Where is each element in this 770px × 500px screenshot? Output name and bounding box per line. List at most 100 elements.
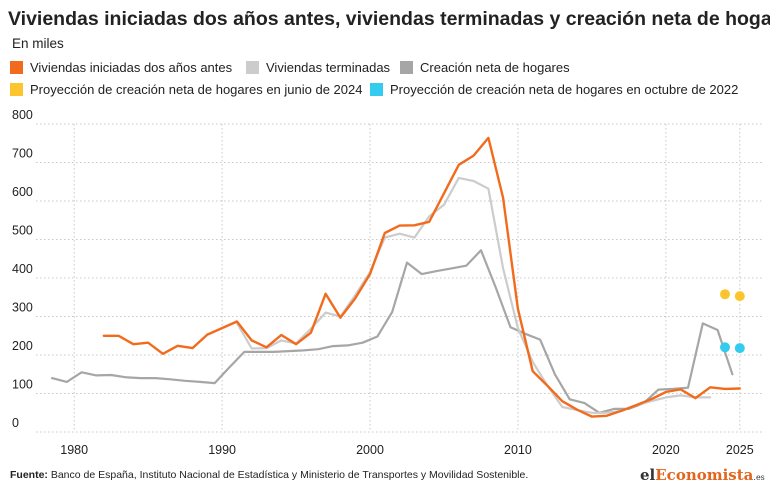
y-tick-label-700: 700 — [12, 147, 33, 161]
point-iniciadas-2023 — [709, 386, 711, 388]
point-terminadas-2009 — [502, 267, 504, 269]
point-iniciadas-1994 — [280, 334, 282, 336]
point-terminadas-1994 — [280, 339, 282, 341]
point-terminadas-2007 — [472, 180, 474, 182]
point-iniciadas-2006 — [458, 164, 460, 166]
source-text: Banco de España, Instituto Nacional de E… — [47, 469, 529, 481]
point-iniciadas-2005 — [443, 192, 445, 194]
point-iniciadas-2000 — [369, 273, 371, 275]
point-iniciadas-2003 — [413, 224, 415, 226]
point-hogares-1992.5 — [258, 351, 260, 353]
point-hogares-2023.5 — [716, 329, 718, 331]
point-hogares-1996.5 — [317, 348, 319, 350]
point-hogares-2002.5 — [406, 261, 408, 263]
point-hogares-2019.5 — [657, 388, 659, 390]
series-hogares — [50, 249, 734, 414]
point-iniciadas-2020 — [665, 391, 667, 393]
point-iniciadas-2012 — [546, 385, 548, 387]
legend-swatch-iniciadas — [10, 60, 23, 74]
point-iniciadas-1999 — [354, 297, 356, 299]
point-hogares-2005.5 — [450, 267, 452, 269]
point-hogares-2007.5 — [480, 249, 482, 251]
point-hogares-1978.5 — [51, 377, 53, 379]
dot-proy2024-2024 — [720, 289, 730, 300]
point-iniciadas-2019 — [650, 398, 652, 400]
point-iniciadas-1985 — [147, 342, 149, 344]
point-iniciadas-2017 — [620, 410, 622, 412]
point-hogares-1987.5 — [184, 380, 186, 382]
chart-title: Viviendas iniciadas dos años antes, vivi… — [8, 8, 770, 30]
point-iniciadas-2022 — [694, 397, 696, 399]
grid — [36, 123, 762, 433]
point-hogares-2004.5 — [435, 270, 437, 272]
y-tick-label-500: 500 — [12, 224, 33, 238]
y-axis: 0 100 200 300 400 500 600 700 800 — [12, 108, 33, 430]
y-tick-label-300: 300 — [12, 301, 33, 315]
dot-proy2022-2024 — [720, 342, 730, 353]
point-iniciadas-2004 — [428, 221, 430, 223]
point-iniciadas-2009 — [502, 197, 504, 199]
point-terminadas-1997 — [324, 311, 326, 313]
point-iniciadas-2011 — [532, 370, 534, 372]
legend-label-terminadas: Viviendas terminadas — [266, 59, 391, 75]
point-hogares-1997.5 — [332, 345, 334, 347]
point-hogares-1999.5 — [361, 342, 363, 344]
dot-proy2024-2025 — [734, 291, 745, 302]
source-note: Fuente: Banco de España, Instituto Nacio… — [10, 469, 528, 481]
point-hogares-1980.5 — [80, 371, 82, 373]
y-tick-label-200: 200 — [12, 339, 33, 353]
series-proy2022 — [720, 342, 745, 354]
x-tick-label-1990: 1990 — [208, 443, 236, 457]
point-iniciadas-1995 — [295, 343, 297, 345]
point-iniciadas-1989 — [206, 333, 208, 335]
x-tick-label-2000: 2000 — [356, 443, 384, 457]
point-iniciadas-1996 — [310, 332, 312, 334]
point-terminadas-2008 — [487, 188, 489, 190]
point-terminadas-2016 — [606, 412, 608, 414]
x-tick-label-2020: 2020 — [652, 443, 680, 457]
point-hogares-1984.5 — [140, 377, 142, 379]
point-hogares-2012.5 — [554, 373, 556, 375]
point-hogares-2013.5 — [569, 398, 571, 400]
point-iniciadas-2014 — [576, 409, 578, 411]
line-iniciadas — [102, 136, 741, 418]
point-iniciadas-2010 — [517, 308, 519, 310]
point-iniciadas-2001 — [384, 232, 386, 234]
legend-swatch-hogares — [400, 60, 413, 74]
line-hogares — [50, 249, 734, 414]
legend-label-proy2022: Proyección de creación neta de hogares e… — [390, 81, 739, 97]
brand-part3: .es — [753, 473, 765, 482]
point-terminadas-2003 — [413, 236, 415, 238]
point-iniciadas-2013 — [561, 400, 563, 402]
brand-part1: el — [640, 466, 656, 484]
legend-swatch-proy2022 — [370, 82, 383, 96]
point-terminadas-2002 — [398, 233, 400, 235]
point-hogares-1998.5 — [347, 344, 349, 346]
point-hogares-1993.5 — [273, 351, 275, 353]
point-hogares-2021.5 — [687, 387, 689, 389]
point-terminadas-2004 — [428, 215, 430, 217]
point-iniciadas-2008 — [487, 137, 489, 139]
point-hogares-2001.5 — [391, 311, 393, 313]
chart-subtitle: En miles — [12, 36, 64, 51]
point-iniciadas-1984 — [132, 343, 134, 345]
point-iniciadas-1986 — [162, 353, 164, 355]
point-iniciadas-2024 — [724, 388, 726, 390]
point-hogares-2014.5 — [583, 402, 585, 404]
point-hogares-1995.5 — [302, 349, 304, 351]
point-terminadas-2005 — [443, 204, 445, 206]
point-hogares-1989.5 — [214, 382, 216, 384]
point-terminadas-2010 — [517, 327, 519, 329]
x-tick-label-2025: 2025 — [726, 443, 754, 457]
legend-label-iniciadas: Viviendas iniciadas dos años antes — [30, 59, 233, 75]
y-tick-label-800: 800 — [12, 108, 33, 122]
point-hogares-1985.5 — [154, 377, 156, 379]
series-proy2024 — [720, 289, 745, 302]
brand-part2: Economista — [655, 466, 754, 484]
y-tick-label-100: 100 — [12, 378, 33, 392]
point-iniciadas-1982 — [103, 335, 105, 337]
point-hogares-1982.5 — [110, 374, 112, 376]
point-hogares-1991.5 — [243, 351, 245, 353]
point-hogares-2000.5 — [376, 335, 378, 337]
